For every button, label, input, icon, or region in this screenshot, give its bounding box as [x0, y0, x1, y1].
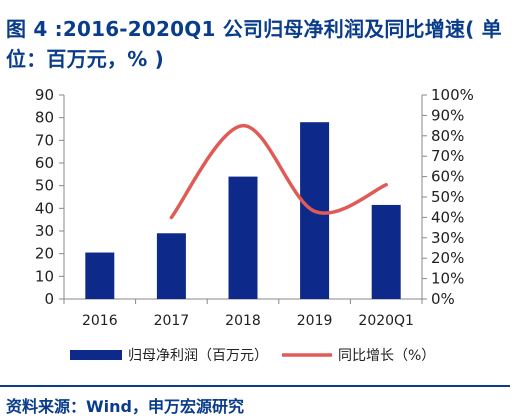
- right-tick-label: 90%: [431, 106, 464, 124]
- growth-line: [169, 123, 388, 220]
- x-tick-label: 2016: [82, 313, 118, 329]
- right-tick-label: 0%: [431, 290, 455, 308]
- left-tick-label: 20: [35, 245, 54, 263]
- left-tick-label: 40: [35, 199, 54, 217]
- right-tick-label: 20%: [431, 249, 464, 267]
- x-tick-label: 2019: [297, 313, 333, 329]
- bar-2016: [85, 252, 115, 299]
- right-tick-label: 40%: [431, 208, 464, 226]
- left-tick-label: 50: [35, 177, 54, 195]
- legend-line-label: 同比增长（%）: [338, 348, 435, 364]
- x-tick-label: 2017: [154, 313, 190, 329]
- right-tick-label: 100%: [431, 86, 474, 104]
- left-tick-label: 10: [35, 267, 54, 285]
- x-tick-label: 2018: [225, 313, 261, 329]
- right-tick-label: 30%: [431, 229, 464, 247]
- left-tick-label: 30: [35, 222, 54, 240]
- right-tick-label: 80%: [431, 127, 464, 145]
- x-tick-label: 2020Q1: [358, 313, 414, 329]
- bar-series: [85, 122, 401, 299]
- right-tick-label: 50%: [431, 188, 464, 206]
- right-tick-label: 70%: [431, 147, 464, 165]
- bar-2020Q1: [371, 204, 401, 299]
- left-tick-label: 60: [35, 154, 54, 172]
- bar-2017: [156, 233, 186, 299]
- tick-labels: 0 10 20 30 40 50 60 70 80 90 0% 10% 20% 30% 40% 50% 60% 7…: [35, 86, 474, 329]
- legend: 归母净利润（百万元） 同比增长（%）: [70, 347, 435, 364]
- left-tick-label: 0: [44, 290, 54, 308]
- chart-area: 0 10 20 30 40 50 60 70 80 90 0% 10% 20% 30% 40% 50% 60% 7…: [0, 78, 516, 378]
- legend-bar-swatch: [70, 350, 122, 360]
- left-tick-label: 90: [35, 86, 54, 104]
- left-tick-label: 80: [35, 109, 54, 127]
- bar-2018: [228, 176, 258, 299]
- source-divider: [0, 385, 510, 387]
- right-tick-label: 10%: [431, 270, 464, 288]
- legend-bar-label: 归母净利润（百万元）: [128, 347, 268, 364]
- right-tick-label: 60%: [431, 168, 464, 186]
- chart-title: 图 4 :2016-2020Q1 公司归母净利润及同比增速( 单位：百万元，% …: [6, 17, 502, 71]
- combo-chart: 0 10 20 30 40 50 60 70 80 90 0% 10% 20% 30% 40% 50% 60% 7…: [35, 86, 474, 364]
- source-note: 资料来源：Wind，申万宏源研究: [6, 397, 244, 416]
- line-series: [169, 123, 388, 220]
- left-tick-label: 70: [35, 131, 54, 149]
